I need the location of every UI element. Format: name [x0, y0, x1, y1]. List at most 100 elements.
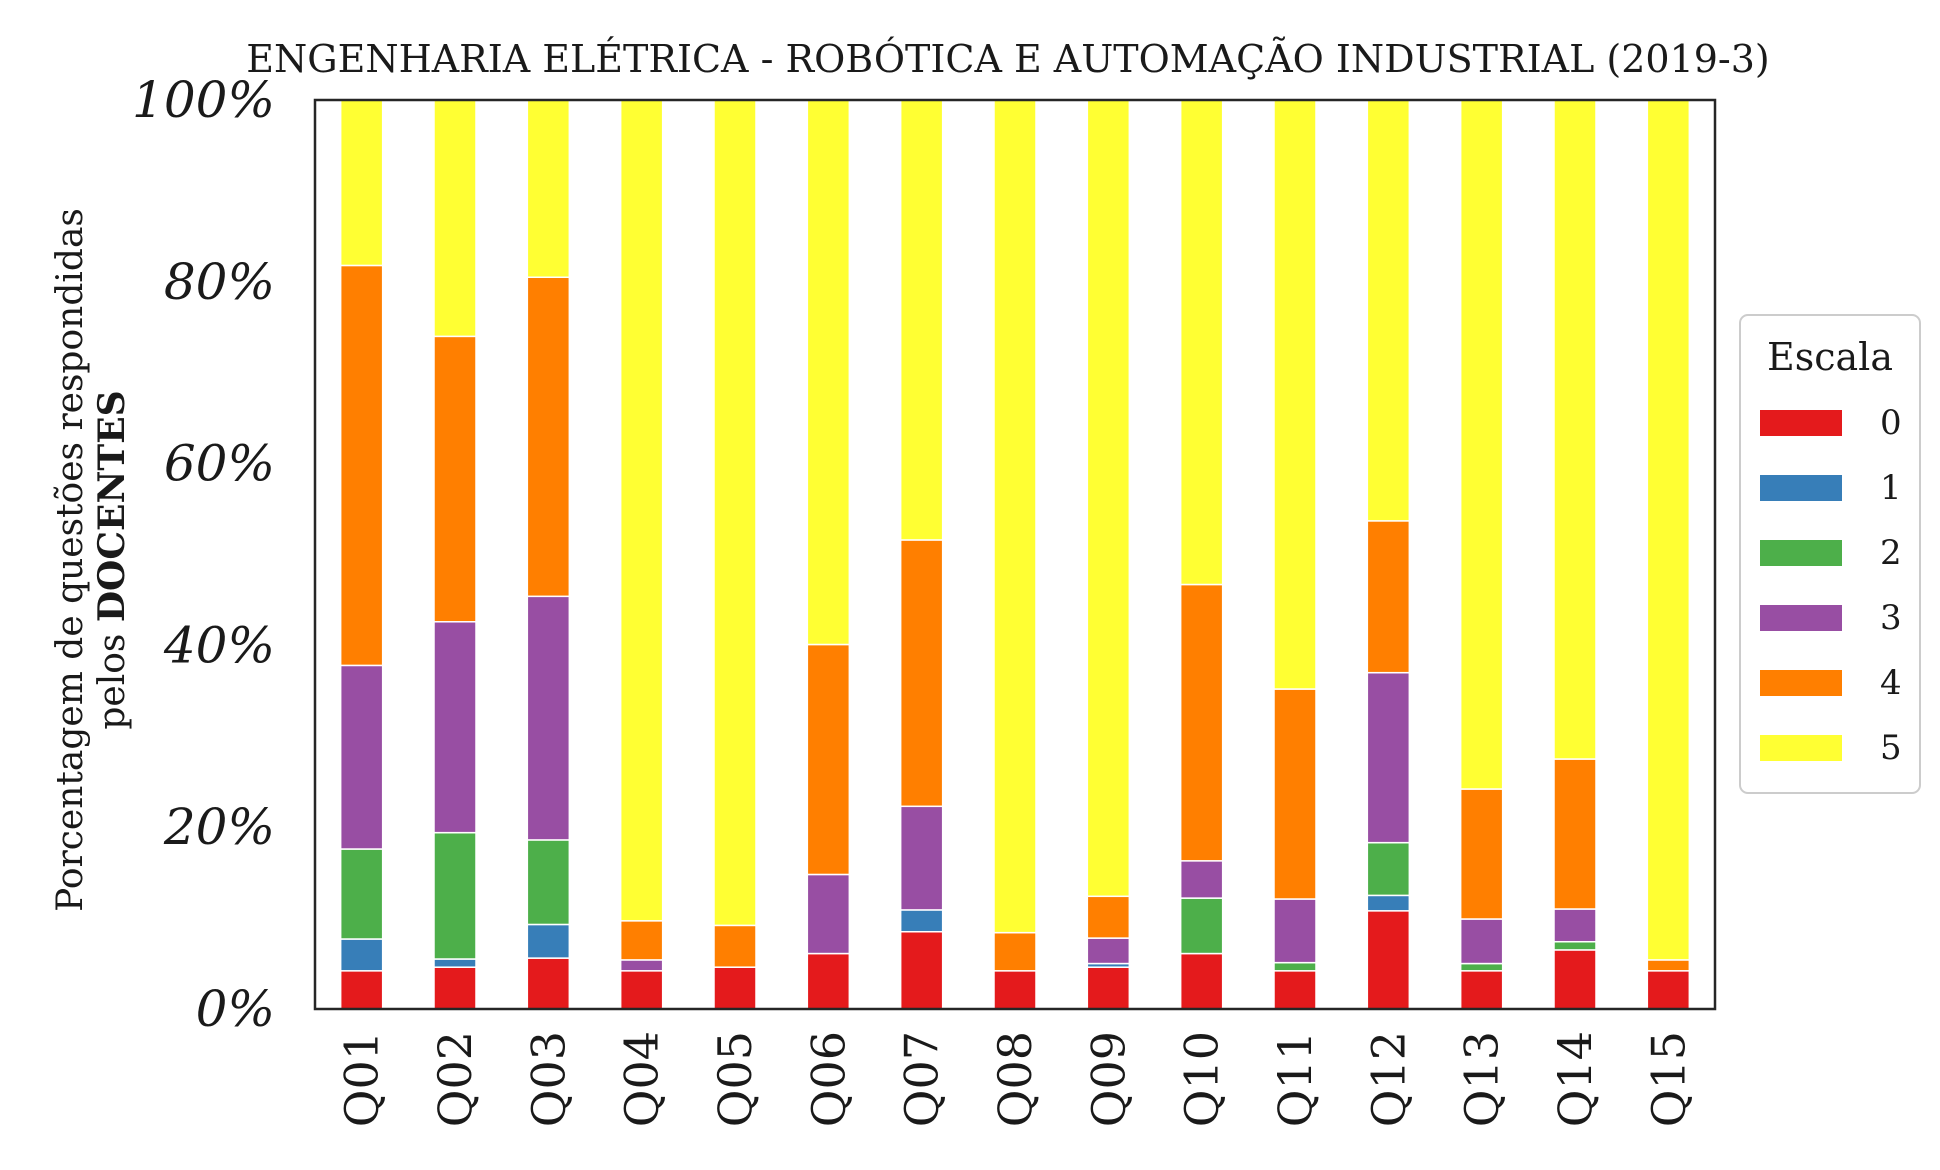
bar-segment-q03-3	[526, 595, 571, 841]
x-tick-label: Q01	[335, 1031, 389, 1127]
bar-segment-q07-1	[899, 909, 944, 933]
y-axis-label-line2: pelos DOCENTES	[91, 390, 133, 729]
bar-segment-q04-0	[619, 970, 664, 1010]
y-tick-label: 80%	[164, 253, 275, 311]
legend-label-4: 4	[1880, 663, 1902, 703]
bar-segment-q01-3	[339, 664, 384, 850]
bar-segment-q11-4	[1273, 688, 1317, 900]
bar-segment-q01-0	[339, 970, 384, 1010]
bar-segment-q07-5	[899, 99, 944, 541]
bar-segment-q10-4	[1179, 583, 1224, 862]
bar-segment-q07-3	[899, 805, 944, 911]
bar-segment-q04-3	[619, 959, 664, 972]
bar-segment-q06-0	[806, 952, 851, 1010]
bar-segment-q02-4	[433, 335, 477, 623]
bar-segment-q02-3	[433, 621, 477, 834]
bar-segment-q11-0	[1273, 970, 1317, 1010]
bar-segment-q02-1	[433, 958, 477, 968]
bar-segment-q09-4	[1086, 895, 1131, 939]
bar-segment-q09-0	[1086, 966, 1131, 1010]
plot-frame	[313, 98, 1717, 1011]
bar-segment-q10-0	[1179, 952, 1224, 1010]
bar-segment-q06-5	[806, 99, 851, 646]
legend-label-2: 2	[1880, 533, 1902, 573]
bar-segment-q01-5	[339, 99, 384, 267]
y-tick-label: 40%	[163, 616, 275, 674]
bar-segment-q12-2	[1366, 841, 1411, 897]
bar-segment-q15-5	[1646, 99, 1691, 961]
chart-title: ENGENHARIA ELÉTRICA - ROBÓTICA E AUTOMAÇ…	[246, 37, 1770, 81]
bar-segment-q08-4	[993, 931, 1037, 972]
bar-segment-q03-4	[526, 276, 571, 598]
bars-group	[339, 99, 1691, 1010]
bar-segment-q11-5	[1273, 99, 1317, 690]
bar-segment-q08-5	[993, 99, 1037, 934]
legend-swatch-2	[1760, 540, 1842, 566]
bar-segment-q06-3	[806, 873, 851, 955]
x-tick-label: Q11	[1268, 1031, 1322, 1127]
y-axis-label-line1: Porcentagem de questões respondidas	[50, 208, 91, 912]
legend-label-0: 0	[1880, 403, 1902, 443]
bar-segment-q01-1	[339, 938, 384, 972]
legend-swatch-4	[1760, 670, 1842, 696]
bar-segment-q03-0	[526, 957, 571, 1010]
bar-segment-q05-4	[713, 924, 757, 968]
bar-segment-q06-4	[806, 643, 851, 876]
x-axis-ticks: Q01 Q02 Q03 Q04 Q05 Q06 Q07 Q08 Q09 Q10 Q11 Q12 Q13 Q…	[335, 1031, 1696, 1127]
y-axis-label-bold: DOCENTES	[91, 390, 133, 622]
bar-segment-q11-2	[1273, 961, 1317, 972]
legend-label-5: 5	[1880, 728, 1902, 768]
y-tick-label: 20%	[163, 798, 275, 856]
bar-segment-q10-2	[1179, 897, 1224, 955]
bar-segment-q15-0	[1646, 970, 1691, 1010]
bar-segment-q09-5	[1086, 99, 1131, 898]
bar-segment-q13-2	[1459, 962, 1504, 972]
bar-segment-q08-0	[993, 970, 1037, 1010]
bar-segment-q14-0	[1553, 949, 1597, 1010]
bar-segment-q11-3	[1273, 898, 1317, 964]
bar-segment-q13-0	[1459, 970, 1504, 1010]
bar-segment-q02-2	[433, 831, 477, 960]
x-tick-label: Q03	[521, 1031, 575, 1127]
y-tick-label: 100%	[132, 71, 275, 129]
x-tick-label: Q15	[1641, 1031, 1695, 1127]
bar-segment-q12-0	[1366, 910, 1411, 1010]
x-tick-label: Q13	[1455, 1031, 1509, 1127]
y-axis-label-prefix: pelos	[92, 622, 133, 729]
x-tick-label: Q09	[1081, 1031, 1135, 1127]
bar-segment-q12-1	[1366, 894, 1411, 912]
bar-segment-q12-4	[1366, 520, 1411, 674]
x-tick-label: Q07	[895, 1031, 949, 1127]
bar-segment-q02-0	[433, 966, 477, 1010]
bar-segment-q07-0	[899, 930, 944, 1010]
bar-segment-q13-5	[1459, 99, 1504, 790]
x-tick-label: Q10	[1175, 1031, 1229, 1127]
bar-segment-q13-3	[1459, 918, 1504, 965]
bar-segment-q04-4	[619, 920, 664, 961]
y-tick-label: 0%	[196, 980, 275, 1038]
bar-segment-q03-5	[526, 99, 571, 279]
legend-label-3: 3	[1880, 598, 1902, 638]
legend-title: Escala	[1767, 335, 1893, 379]
x-tick-label: Q02	[428, 1031, 482, 1127]
y-tick-label: 60%	[164, 435, 275, 493]
legend-label-1: 1	[1880, 468, 1902, 508]
y-axis-ticks: 0% 20% 40% 60% 80% 100%	[132, 71, 275, 1038]
x-tick-label: Q12	[1361, 1031, 1415, 1127]
bar-segment-q02-5	[433, 99, 477, 338]
x-tick-label: Q04	[615, 1031, 669, 1127]
bar-segment-q05-0	[713, 966, 757, 1010]
y-axis-label: Porcentagem de questões respondidas pelo…	[50, 208, 133, 912]
bar-segment-q12-5	[1366, 99, 1411, 522]
bar-segment-q14-2	[1553, 940, 1597, 951]
bar-segment-q13-4	[1459, 788, 1504, 920]
legend-swatch-5	[1760, 735, 1842, 761]
legend: Escala 0 1 2 3 4 5	[1739, 314, 1921, 794]
bar-segment-q14-4	[1553, 758, 1597, 910]
bar-segment-q14-3	[1553, 908, 1597, 943]
bar-segment-q04-5	[619, 99, 664, 922]
bar-segment-q03-1	[526, 923, 571, 959]
bar-segment-q03-2	[526, 839, 571, 926]
x-tick-label: Q14	[1548, 1031, 1602, 1127]
